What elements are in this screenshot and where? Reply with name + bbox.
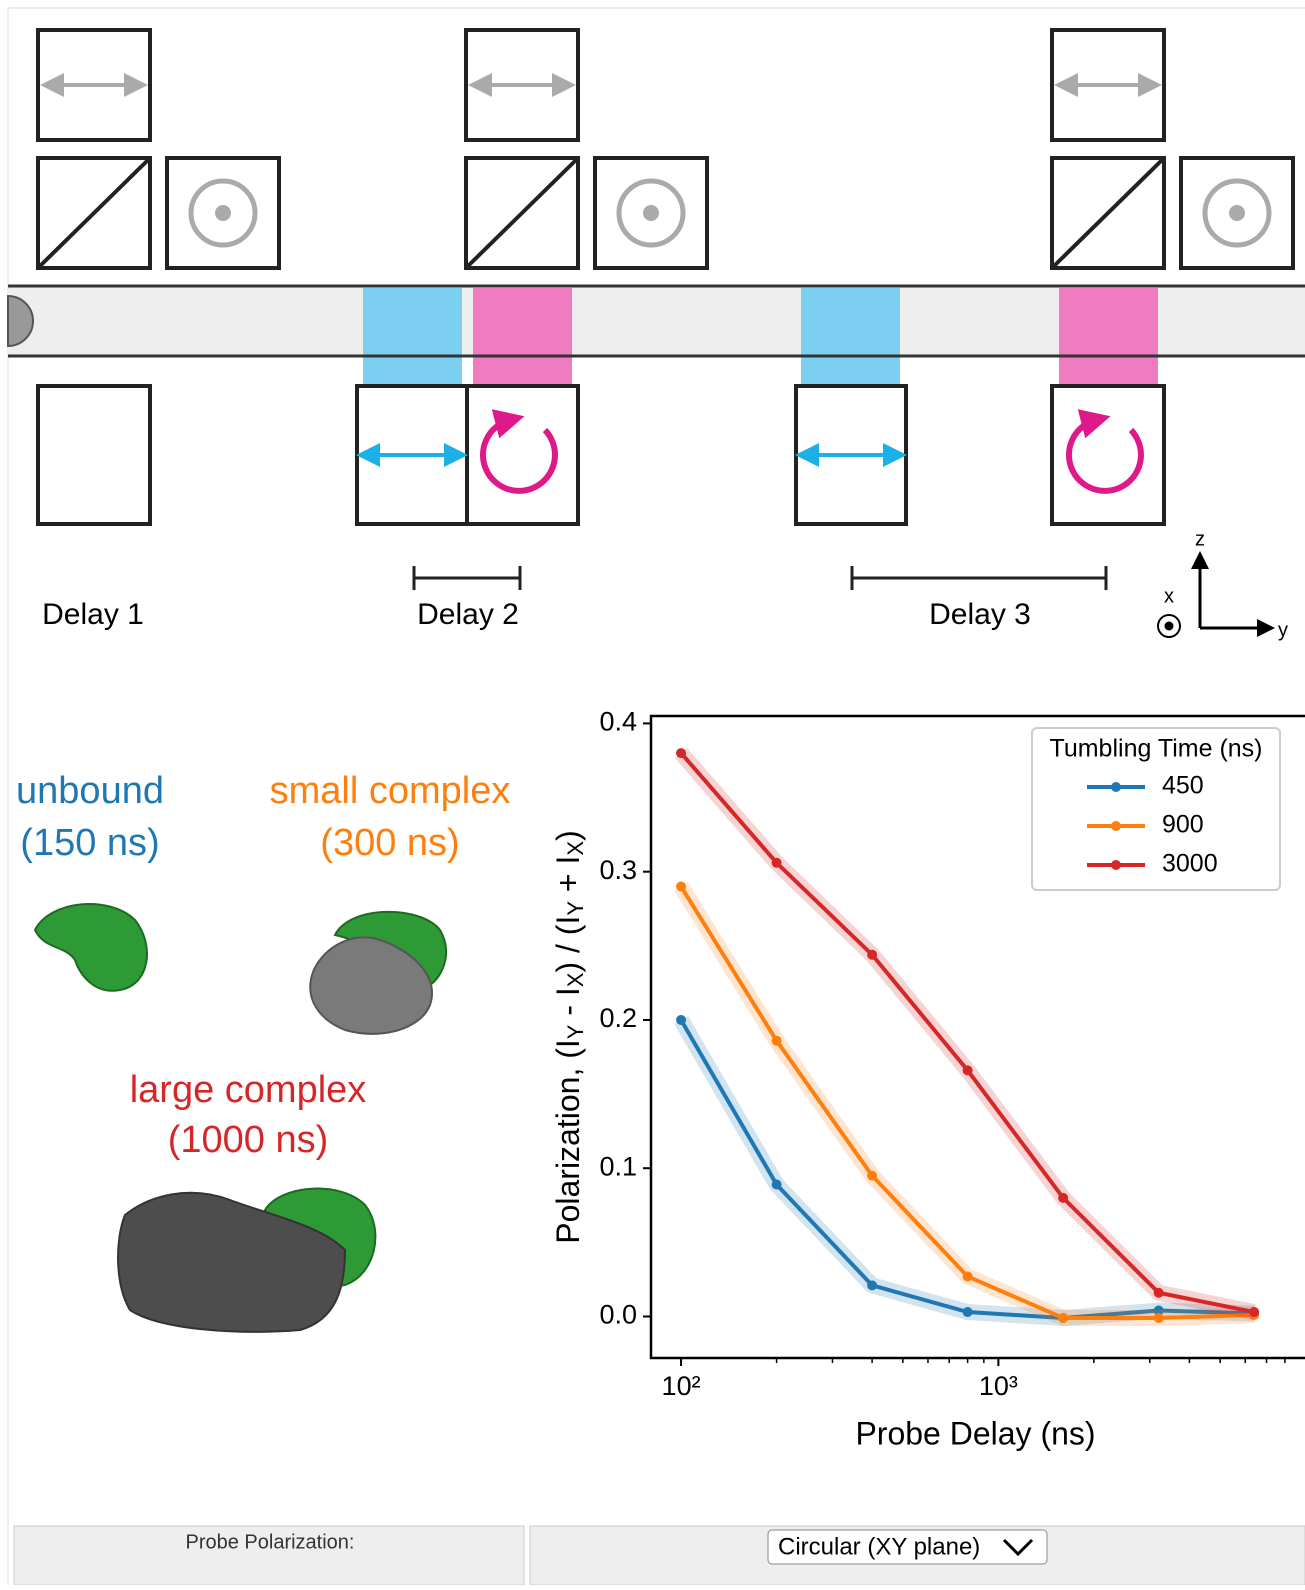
point — [676, 882, 686, 892]
gray-arrows — [52, 85, 1269, 245]
y-tick-label: 0.1 — [599, 1151, 637, 1181]
legend-label: 3000 — [1162, 850, 1218, 878]
legend-title: Tumbling Time (ns) — [1049, 735, 1262, 763]
x-tick-label: 10³ — [979, 1371, 1018, 1401]
y-axis-label-part: Y — [563, 901, 588, 916]
y-axis-label-part: Polarization, (I — [550, 1039, 586, 1244]
point — [772, 858, 782, 868]
axis-z: z — [1195, 528, 1205, 550]
linear-pulse — [363, 288, 462, 385]
axis-x: x — [1164, 585, 1174, 607]
delay-bars — [414, 566, 1106, 590]
point — [772, 1036, 782, 1046]
molecule-name: small complex — [270, 770, 511, 812]
pulse-boxes — [38, 386, 1164, 524]
delay-label: Delay 1 — [42, 598, 144, 631]
screen: Delay 1 Delay 2 Delay 3 z x y unbound (1… — [0, 0, 1305, 1585]
point — [676, 1015, 686, 1025]
linear-pulse — [801, 288, 900, 385]
x-tick-label: 10² — [662, 1371, 701, 1401]
molecules — [35, 904, 446, 1332]
series-line — [681, 887, 1254, 1318]
axis-y: y — [1278, 619, 1288, 641]
chart: 0.0 0.1 0.2 0.3 0.4 10² 10³ Probe Delay (ns) Pol… — [550, 707, 1305, 1452]
y-axis-label-part: + I — [550, 856, 586, 901]
y-axis-label-part: X — [563, 841, 588, 856]
molecule-name: unbound — [16, 770, 164, 812]
point — [1249, 1307, 1259, 1317]
page: Delay 1 Delay 2 Delay 3 z x y unbound (1… — [0, 0, 1305, 1585]
delay-label: Delay 2 — [417, 598, 519, 631]
molecule-name: large complex — [130, 1069, 367, 1111]
molecule-time: (300 ns) — [320, 822, 459, 864]
y-tick-label: 0.3 — [599, 855, 637, 885]
legend-marker — [1111, 782, 1121, 792]
point — [772, 1180, 782, 1190]
y-tick-label: 0.2 — [599, 1003, 637, 1033]
y-axis-label-part: Y — [563, 1024, 588, 1039]
point — [963, 1271, 973, 1281]
y-axis-label-part: ) / (I — [550, 916, 586, 973]
point — [867, 950, 877, 960]
polarization-select[interactable]: Circular (XY plane) — [768, 1530, 1047, 1564]
circular-pulse — [1059, 288, 1158, 385]
legend-label: 450 — [1162, 772, 1204, 800]
select-value[interactable]: Circular (XY plane) — [778, 1533, 980, 1560]
point — [1154, 1288, 1164, 1298]
point — [963, 1307, 973, 1317]
y-axis-label-part: X — [563, 972, 588, 987]
point — [1058, 1313, 1068, 1323]
circular-pulse — [473, 288, 572, 385]
y-axis-label-part: - I — [550, 987, 586, 1024]
point — [676, 748, 686, 758]
control-label: Probe Polarization: — [186, 1531, 355, 1553]
molecule-time: (1000 ns) — [168, 1119, 329, 1161]
y-tick-label: 0.0 — [599, 1300, 637, 1330]
delay-label: Delay 3 — [929, 598, 1031, 631]
point — [1058, 1193, 1068, 1203]
point — [867, 1171, 877, 1181]
x-axis-label: Probe Delay (ns) — [855, 1415, 1095, 1451]
legend-label: 900 — [1162, 811, 1204, 839]
series-band — [681, 887, 1254, 1318]
point — [963, 1065, 973, 1075]
point — [1154, 1313, 1164, 1323]
polarizer-boxes — [38, 30, 1293, 268]
y-axis-label: Polarization, (IY - IX) / (IY + IX) — [550, 830, 588, 1244]
y-axis-label-part: ) — [550, 830, 586, 841]
legend-marker — [1111, 860, 1121, 870]
legend-marker — [1111, 821, 1121, 831]
y-tick-label: 0.4 — [599, 707, 637, 737]
molecule-time: (150 ns) — [20, 822, 159, 864]
point — [867, 1280, 877, 1290]
axes-icon — [1158, 560, 1266, 637]
